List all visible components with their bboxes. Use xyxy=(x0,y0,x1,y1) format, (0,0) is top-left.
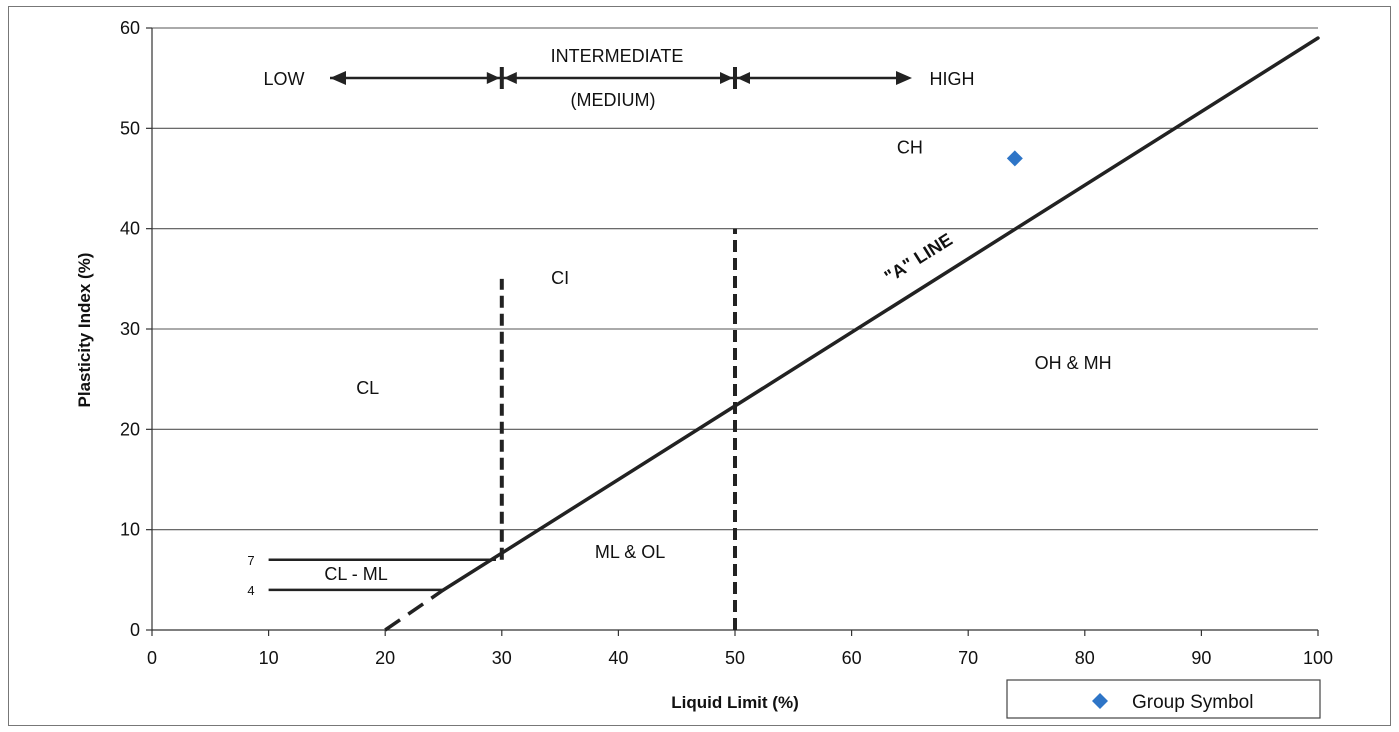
zone-labels: CL CI CH OH & MH ML & OL CL - ML "A" LINE xyxy=(324,137,1111,583)
arrow-right-icon xyxy=(896,71,912,85)
x-tick-labels: 0 10 20 30 40 50 60 70 80 90 100 xyxy=(147,630,1333,668)
zone-label: CL xyxy=(356,378,379,398)
data-point xyxy=(1006,150,1023,167)
zone-label: OH & MH xyxy=(1035,353,1112,373)
arrow-left-icon xyxy=(503,72,517,84)
range-high-label: HIGH xyxy=(930,69,975,89)
classification-lines: 74 xyxy=(247,36,1320,632)
range-intermediate-label: INTERMEDIATE xyxy=(551,46,684,66)
x-tick-label: 70 xyxy=(958,648,978,668)
legend-diamond-icon xyxy=(1092,693,1108,709)
x-tick-label: 0 xyxy=(147,648,157,668)
y-tick-label: 20 xyxy=(120,419,140,439)
grid-lines xyxy=(152,27,1318,531)
x-tick-label: 40 xyxy=(608,648,628,668)
legend-entry-label: Group Symbol xyxy=(1132,692,1253,713)
y-tick-labels: 0 10 20 30 40 50 60 xyxy=(120,18,152,640)
x-tick-label: 10 xyxy=(259,648,279,668)
zone-label: ML & OL xyxy=(595,542,665,562)
arrow-right-icon xyxy=(486,72,500,84)
x-tick-label: 20 xyxy=(375,648,395,668)
arrow-left-icon xyxy=(330,71,346,85)
y-tick-label: 0 xyxy=(130,620,140,640)
x-tick-label: 90 xyxy=(1191,648,1211,668)
cl-ml-boundary-value: 7 xyxy=(247,553,254,568)
y-tick-label: 50 xyxy=(120,118,140,138)
cl-ml-boundary-value: 4 xyxy=(247,583,254,598)
cl-ml-label: CL - ML xyxy=(324,564,387,584)
legend-box xyxy=(1006,679,1321,719)
x-tick-label: 100 xyxy=(1303,648,1333,668)
plasticity-range-indicator: LOW INTERMEDIATE (MEDIUM) HIGH xyxy=(263,46,974,110)
x-tick-label: 60 xyxy=(842,648,862,668)
x-tick-label: 30 xyxy=(492,648,512,668)
x-axis-title: Liquid Limit (%) xyxy=(671,693,798,712)
a-line-label: "A" LINE xyxy=(881,229,956,287)
a-line xyxy=(441,36,1320,592)
range-arrows xyxy=(330,67,912,89)
data-points xyxy=(1006,150,1023,167)
legend: Group Symbol xyxy=(1006,679,1321,719)
zone-label: CI xyxy=(551,268,569,288)
y-tick-label: 60 xyxy=(120,18,140,38)
y-axis-title: Plasticity Index (%) xyxy=(75,253,94,408)
zone-label: CH xyxy=(897,137,923,157)
range-low-label: LOW xyxy=(263,69,304,89)
x-tick-label: 50 xyxy=(725,648,745,668)
arrow-left-icon xyxy=(737,72,750,84)
a-line-dashed-extension xyxy=(384,588,445,632)
y-tick-label: 30 xyxy=(120,319,140,339)
y-tick-label: 40 xyxy=(120,219,140,239)
x-tick-label: 80 xyxy=(1075,648,1095,668)
range-medium-label: (MEDIUM) xyxy=(571,90,656,110)
arrow-right-icon xyxy=(720,72,733,84)
chart-frame xyxy=(8,6,1391,726)
y-tick-label: 10 xyxy=(120,520,140,540)
